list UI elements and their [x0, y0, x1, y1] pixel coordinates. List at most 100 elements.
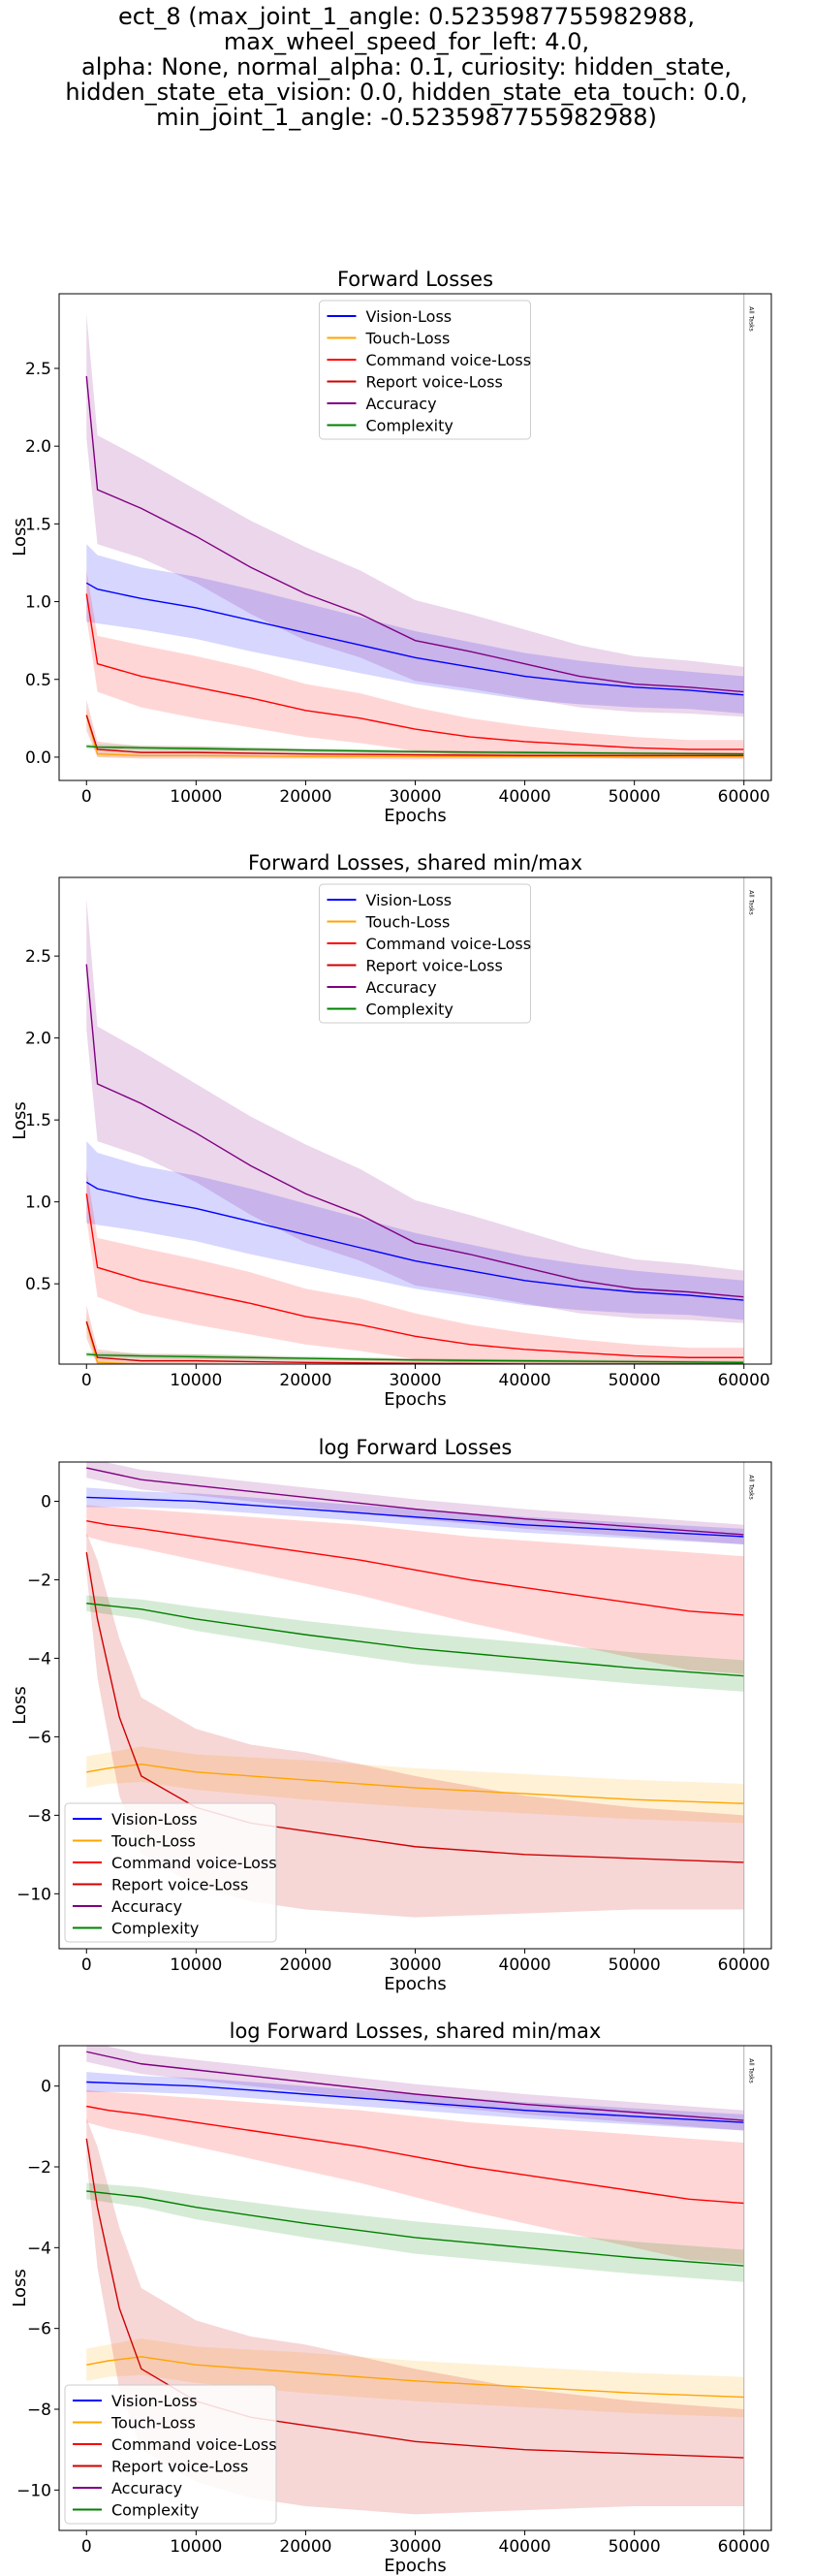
y-tick-label: 0.5 [25, 671, 51, 690]
chart-title: Forward Losses [337, 268, 493, 291]
y-tick-label: −2 [27, 2158, 51, 2178]
series-line-touch-loss [85, 715, 744, 757]
y-axis-label: Loss [10, 1686, 30, 1724]
x-tick-label: 0 [81, 787, 92, 807]
x-tick-label: 20000 [279, 2537, 331, 2557]
legend-entry-complexity: Complexity [366, 417, 453, 435]
y-tick-label: 0 [41, 1492, 51, 1511]
legend-entry-command-voice-loss: Command voice-Loss [366, 351, 532, 369]
x-tick-label: 0 [81, 2537, 92, 2557]
x-tick-label: 50000 [609, 1371, 661, 1390]
task-marker-label: All Tasks [748, 2058, 755, 2083]
series-line-command-voice-loss [85, 593, 744, 750]
x-tick-label: 40000 [499, 2537, 551, 2557]
y-tick-label: 2.0 [25, 1030, 51, 1049]
legend-entry-command-voice-loss: Command voice-Loss [366, 935, 532, 953]
legend: Vision-Loss Touch-Loss Command voice-Loss R… [319, 883, 532, 1024]
x-tick-label: 30000 [389, 787, 441, 807]
series-line-report-voice-loss [85, 715, 744, 757]
y-tick-label: −6 [27, 1728, 51, 1747]
chart-panel-2: All Tasks 0 10000 20000 30000 40000 50000 60000… [10, 851, 772, 1410]
x-axis-label: Epochs [384, 1389, 447, 1410]
x-tick-label: 60000 [718, 787, 770, 807]
x-tick-label: 50000 [609, 1956, 661, 1975]
legend-entry-report-voice-loss: Report voice-Loss [111, 1876, 248, 1894]
x-tick-label: 60000 [718, 2537, 770, 2557]
band-command-voice-loss [86, 2089, 744, 2264]
x-axis-label: Epochs [384, 1974, 447, 1994]
legend-entry-touch-loss: Touch-Loss [110, 1832, 196, 1851]
series-line-command-voice-loss [86, 2105, 744, 2205]
x-tick-label: 10000 [170, 1956, 222, 1975]
series-line-accuracy [86, 1467, 744, 1536]
series-line-vision-loss [85, 1181, 744, 1301]
y-tick-label: 0.0 [25, 748, 51, 768]
series-line-touch-loss [86, 1764, 744, 1804]
x-tick-label: 10000 [170, 2537, 222, 2557]
x-axis-label: Epochs [384, 2556, 447, 2576]
y-tick-label: −10 [16, 2481, 51, 2500]
band-accuracy [86, 898, 744, 1323]
x-axis-label: Epochs [384, 806, 447, 826]
legend: Vision-Loss Touch-Loss Command voice-Loss R… [64, 2384, 277, 2525]
y-tick-label: −8 [27, 2401, 51, 2420]
chart-title: log Forward Losses [319, 1436, 513, 1459]
y-tick-label: −8 [27, 1806, 51, 1826]
legend-frame [64, 1802, 277, 1943]
legend-entry-vision-loss: Vision-Loss [366, 891, 453, 909]
y-tick-label: 2.5 [25, 360, 51, 379]
y-tick-label: −4 [27, 2239, 51, 2258]
series-line-accuracy [85, 375, 744, 693]
legend-entry-command-voice-loss: Command voice-Loss [111, 1854, 277, 1872]
x-tick-label: 20000 [279, 1956, 331, 1975]
chart-title: log Forward Losses, shared min/max [230, 2019, 602, 2043]
y-tick-label: −4 [27, 1649, 51, 1669]
legend-entry-report-voice-loss: Report voice-Loss [366, 957, 503, 975]
band-command-voice-loss [86, 1505, 744, 1674]
band-touch-loss [86, 1746, 744, 1824]
series-line-touch-loss [85, 1320, 288, 1364]
band-touch-loss [86, 2338, 744, 2418]
band-command-voice-loss [86, 570, 744, 759]
band-command-voice-loss [86, 1168, 744, 1364]
y-tick-label: 0 [41, 2078, 51, 2097]
legend-entry-complexity: Complexity [111, 2501, 199, 2520]
series-line-vision-loss [86, 2081, 744, 2123]
legend-frame [319, 883, 531, 1024]
band-complexity [86, 2182, 744, 2282]
series-line-accuracy [85, 964, 744, 1298]
plot-area [85, 898, 744, 1364]
x-tick-label: 40000 [499, 1371, 551, 1390]
series-line-touch-loss [86, 2356, 744, 2399]
band-vision-loss [86, 2072, 744, 2131]
chart-panel-3: All Tasks 0 10000 20000 30000 40000 50000 60000… [10, 1436, 772, 1994]
figure-title: ect_8 (max_joint_1_angle: 0.523598775598… [65, 3, 748, 131]
chart-panel-4: All Tasks 0 10000 20000 30000 40000 50000 60000… [10, 2019, 772, 2576]
series-line-command-voice-loss [86, 1520, 744, 1616]
series-line-vision-loss [86, 1496, 744, 1538]
legend-frame [319, 300, 531, 440]
x-tick-label: 0 [81, 1956, 92, 1975]
y-tick-label: −10 [16, 1885, 51, 1904]
chart-title: Forward Losses, shared min/max [248, 851, 582, 875]
legend-entry-report-voice-loss: Report voice-Loss [111, 2458, 248, 2476]
legend-entry-report-voice-loss: Report voice-Loss [366, 373, 503, 392]
series-line-complexity [86, 746, 744, 755]
x-tick-label: 30000 [389, 2537, 441, 2557]
y-tick-label: 1.5 [25, 1111, 51, 1130]
chart-panel-1: All Tasks 0 10000 20000 30000 40000 50000 60000… [10, 268, 772, 826]
legend-entry-command-voice-loss: Command voice-Loss [111, 2435, 277, 2454]
band-complexity [86, 1595, 744, 1692]
x-tick-label: 40000 [499, 1956, 551, 1975]
y-tick-label: 1.5 [25, 515, 51, 534]
legend: Vision-Loss Touch-Loss Command voice-Loss R… [319, 300, 532, 440]
series-line-command-voice-loss [85, 1193, 744, 1358]
x-tick-label: 50000 [609, 2537, 661, 2557]
y-tick-label: 2.0 [25, 437, 51, 457]
legend-entry-complexity: Complexity [366, 1001, 453, 1019]
y-tick-label: 0.5 [25, 1275, 51, 1294]
y-axis-label: Loss [10, 518, 30, 556]
legend-entry-complexity: Complexity [111, 1920, 199, 1938]
legend-frame [64, 2384, 277, 2525]
